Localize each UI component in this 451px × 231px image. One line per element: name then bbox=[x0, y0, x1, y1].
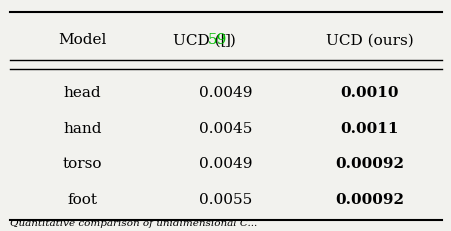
Text: ]): ]) bbox=[224, 33, 236, 47]
Text: 0.00092: 0.00092 bbox=[335, 192, 403, 206]
Text: 0.0049: 0.0049 bbox=[199, 86, 252, 100]
Text: hand: hand bbox=[63, 121, 101, 135]
Text: 0.00092: 0.00092 bbox=[335, 156, 403, 170]
Text: Model: Model bbox=[58, 33, 106, 47]
Text: UCD (ours): UCD (ours) bbox=[325, 33, 413, 47]
Text: 0.0010: 0.0010 bbox=[340, 86, 398, 100]
Text: 0.0011: 0.0011 bbox=[340, 121, 398, 135]
Text: Quantitative comparison of unidimensional C...: Quantitative comparison of unidimensiona… bbox=[10, 218, 257, 227]
Text: 0.0055: 0.0055 bbox=[199, 192, 252, 206]
Text: 59: 59 bbox=[207, 33, 227, 47]
Text: foot: foot bbox=[67, 192, 97, 206]
Text: 0.0049: 0.0049 bbox=[199, 156, 252, 170]
Text: torso: torso bbox=[62, 156, 102, 170]
Text: head: head bbox=[63, 86, 101, 100]
Text: UCD ([: UCD ([ bbox=[173, 33, 226, 47]
Text: 0.0045: 0.0045 bbox=[199, 121, 252, 135]
